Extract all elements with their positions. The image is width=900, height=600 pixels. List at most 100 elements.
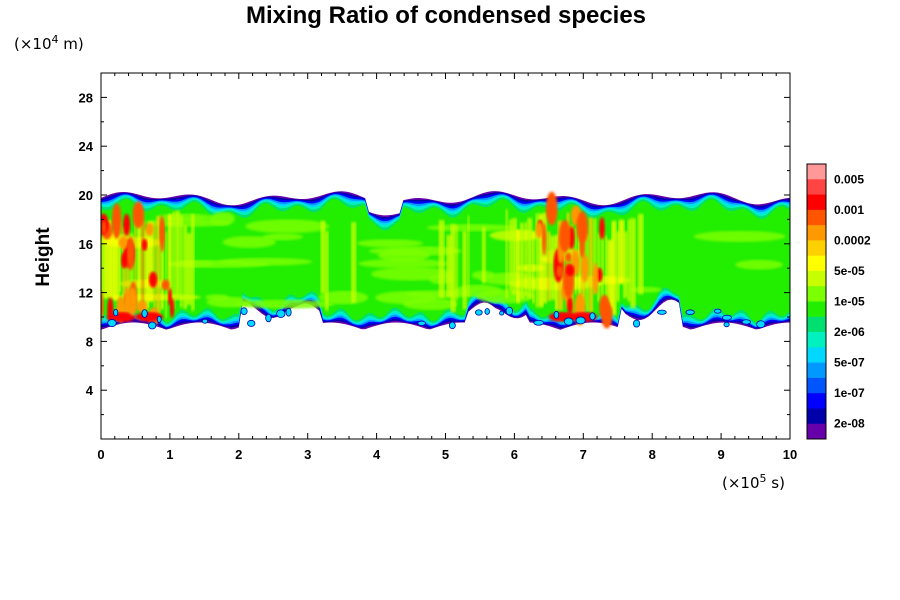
- intense-core: [580, 254, 589, 283]
- convective-column: [519, 222, 525, 299]
- small-cell: [563, 317, 574, 326]
- colorbar-swatch: [807, 286, 826, 302]
- convective-column: [611, 220, 617, 316]
- x-tick-label: 4: [373, 447, 381, 462]
- convective-column: [324, 231, 329, 311]
- convective-column: [600, 221, 604, 304]
- convective-column: [438, 220, 445, 298]
- convective-column: [481, 226, 486, 284]
- colorbar: 0.005 0.001 0.0002 5e-05 1e-05 2e-06 5e-07 1e-0…: [806, 163, 871, 440]
- small-cell: [448, 321, 456, 330]
- intense-core: [120, 252, 128, 269]
- y-tick-label: 4: [86, 383, 94, 398]
- colorbar-label: 5e-05: [834, 264, 865, 278]
- contour-streak: [693, 230, 786, 242]
- contour-streak: [262, 233, 304, 241]
- convective-column: [134, 212, 137, 299]
- convective-column: [156, 216, 161, 315]
- x-tick-label: 6: [511, 447, 518, 462]
- intense-core: [148, 271, 158, 288]
- contour-streak: [426, 224, 516, 232]
- x-tick-label: 5: [442, 447, 449, 462]
- small-cell: [533, 319, 544, 326]
- intense-core: [132, 201, 145, 229]
- x-tick-label: 0: [97, 447, 104, 462]
- convective-column: [455, 225, 459, 301]
- colorbar-swatch: [807, 255, 826, 272]
- small-cell: [657, 309, 667, 315]
- intense-core: [141, 238, 148, 251]
- contour-streak: [629, 286, 662, 293]
- convective-column: [191, 214, 195, 311]
- small-cell: [247, 319, 256, 327]
- intense-core: [128, 287, 138, 316]
- intense-core: [567, 296, 573, 315]
- intense-core: [565, 252, 572, 262]
- convective-column: [505, 209, 508, 299]
- small-cell: [475, 309, 483, 316]
- convective-column: [508, 219, 513, 291]
- plot-area: [100, 72, 791, 440]
- convective-column: [605, 235, 608, 303]
- small-cell: [240, 307, 248, 316]
- small-cell: [107, 319, 117, 327]
- convective-column: [462, 231, 467, 310]
- convective-column: [118, 221, 122, 293]
- small-cell: [575, 316, 586, 325]
- convective-column: [546, 231, 551, 302]
- contour-streak: [358, 258, 449, 269]
- y-tick-label: 24: [79, 139, 94, 154]
- convective-column: [637, 213, 644, 295]
- intense-core: [159, 220, 165, 253]
- convective-column: [186, 233, 192, 306]
- convective-column: [527, 218, 533, 299]
- colorbar-swatch: [807, 393, 826, 409]
- small-cell: [633, 319, 641, 328]
- convective-column: [450, 224, 456, 313]
- convective-column: [524, 222, 528, 296]
- intense-core: [599, 217, 605, 240]
- small-cell: [484, 308, 490, 315]
- colorbar-swatch: [807, 164, 826, 180]
- intense-core: [565, 264, 575, 277]
- contour-streak: [377, 248, 430, 263]
- y-tick-label: 28: [79, 90, 93, 105]
- convective-column: [532, 232, 535, 304]
- intense-core: [556, 265, 563, 278]
- colorbar-swatch: [807, 194, 826, 211]
- intense-core: [101, 220, 107, 235]
- colorbar-swatch: [807, 301, 826, 318]
- x-tick-label: 10: [783, 447, 797, 462]
- convective-column: [618, 219, 625, 284]
- colorbar-swatch: [807, 423, 826, 440]
- x-axis-unit: (×105 s): [722, 472, 785, 492]
- colorbar-swatch: [807, 316, 826, 333]
- x-tick-label: 3: [304, 447, 311, 462]
- small-cell: [417, 320, 426, 326]
- convective-column: [562, 225, 566, 301]
- convective-column: [153, 222, 156, 309]
- contour-streak: [476, 289, 534, 304]
- intense-core: [126, 236, 135, 271]
- convective-column: [516, 229, 521, 304]
- convective-column: [175, 210, 181, 298]
- chart-title: Mixing Ratio of condensed species: [246, 2, 646, 29]
- y-axis-label: Height: [33, 227, 54, 287]
- convective-column: [549, 235, 556, 300]
- small-cell: [685, 309, 695, 315]
- y-axis: 4 8 12 16 20 24 28: [79, 90, 790, 416]
- convective-column: [351, 222, 357, 303]
- small-cell: [756, 320, 766, 329]
- convective-column: [144, 229, 150, 309]
- intense-core: [541, 222, 547, 256]
- intense-core: [576, 211, 588, 243]
- intense-core: [545, 191, 558, 226]
- intense-core: [161, 279, 170, 291]
- small-cell: [499, 310, 505, 316]
- convective-column: [607, 239, 613, 309]
- intense-core: [167, 287, 173, 306]
- small-cell: [113, 308, 119, 317]
- colorbar-swatch: [807, 332, 826, 348]
- convective-column: [165, 231, 168, 318]
